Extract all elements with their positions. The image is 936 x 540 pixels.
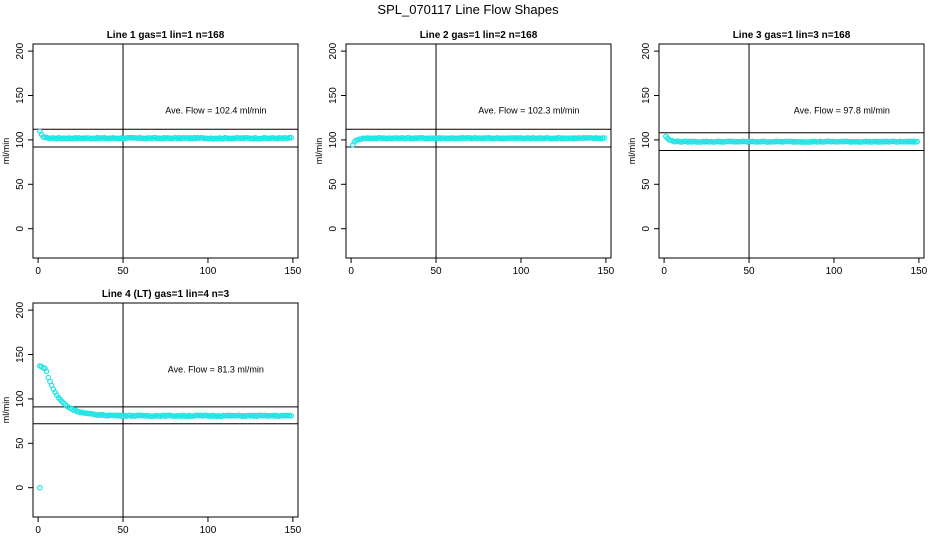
y-tick-label: 200 [641, 42, 652, 59]
y-tick-label: 0 [15, 484, 26, 490]
y-tick-label: 0 [328, 225, 339, 231]
y-tick-label: 150 [15, 87, 26, 104]
y-tick-label: 0 [641, 225, 652, 231]
data-point [601, 135, 608, 141]
y-tick-label: 0 [15, 225, 26, 231]
data-point [288, 134, 295, 141]
y-tick-label: 50 [15, 178, 26, 190]
y-tick-label: 200 [328, 42, 339, 59]
panel-2: Line 2 gas=1 lin=2 n=168 ml/min 0 50 100 150 0… [314, 30, 615, 277]
y-tick-label: 100 [15, 390, 26, 407]
x-tick-label: 0 [35, 525, 41, 536]
panels-group: Line 1 gas=1 lin=1 n=168 ml/min 0 50 100 150 0… [1, 30, 928, 536]
data-point [914, 138, 921, 145]
y-tick-label: 100 [641, 131, 652, 148]
plot-frame [658, 43, 925, 259]
x-tick-label: 150 [598, 266, 615, 277]
y-tick-label: 150 [641, 87, 652, 104]
plot-frame [32, 302, 299, 518]
panel-title: Line 4 (LT) gas=1 lin=4 n=3 [102, 289, 230, 300]
x-tick-label: 100 [200, 525, 217, 536]
plot-frame [345, 43, 612, 259]
y-tick-label: 100 [15, 131, 26, 148]
x-tick-label: 50 [743, 266, 755, 277]
panel-title: Line 2 gas=1 lin=2 n=168 [420, 30, 538, 41]
average-flow-annotation: Ave. Flow = 81.3 ml/min [168, 365, 264, 375]
x-tick-label: 150 [911, 266, 928, 277]
panel-title: Line 1 gas=1 lin=1 n=168 [107, 30, 225, 41]
data-point [288, 413, 295, 419]
y-tick-label: 100 [328, 131, 339, 148]
x-tick-label: 0 [348, 266, 354, 277]
panel-title: Line 3 gas=1 lin=3 n=168 [733, 30, 851, 41]
y-tick-label: 50 [328, 178, 339, 190]
x-tick-label: 100 [200, 266, 217, 277]
average-flow-annotation: Ave. Flow = 102.3 ml/min [478, 106, 579, 116]
x-tick-label: 50 [430, 266, 442, 277]
x-tick-label: 100 [826, 266, 843, 277]
average-flow-annotation: Ave. Flow = 102.4 ml/min [165, 106, 266, 116]
y-axis-label: ml/min [1, 397, 11, 424]
plot-area [659, 44, 924, 258]
average-flow-annotation: Ave. Flow = 97.8 ml/min [794, 106, 890, 116]
panel-3: Line 3 gas=1 lin=3 n=168 ml/min 0 50 100 150 0… [627, 30, 928, 277]
y-axis-label: ml/min [314, 138, 324, 165]
plot-area [33, 44, 298, 258]
y-tick-label: 150 [15, 346, 26, 363]
plot-area [33, 303, 298, 517]
x-tick-label: 0 [35, 266, 41, 277]
x-tick-label: 150 [285, 525, 302, 536]
y-axis-label: ml/min [627, 138, 637, 165]
data-point [43, 368, 50, 375]
figure-title: SPL_070117 Line Flow Shapes [377, 2, 559, 17]
y-tick-label: 50 [15, 437, 26, 449]
y-tick-label: 200 [15, 42, 26, 59]
x-tick-label: 0 [661, 266, 667, 277]
x-tick-label: 100 [513, 266, 530, 277]
y-tick-label: 200 [15, 301, 26, 318]
y-tick-label: 50 [641, 178, 652, 190]
x-tick-label: 50 [117, 266, 129, 277]
panel-4: Line 4 (LT) gas=1 lin=4 n=3 ml/min 0 50 100 1… [1, 289, 302, 536]
plot-frame [32, 43, 299, 259]
x-tick-label: 150 [285, 266, 302, 277]
plot-area [346, 44, 611, 258]
data-point-outlier [36, 484, 43, 491]
x-tick-label: 50 [117, 525, 129, 536]
panel-1: Line 1 gas=1 lin=1 n=168 ml/min 0 50 100 150 0… [1, 30, 302, 277]
y-axis-label: ml/min [1, 138, 11, 165]
y-tick-label: 150 [328, 87, 339, 104]
